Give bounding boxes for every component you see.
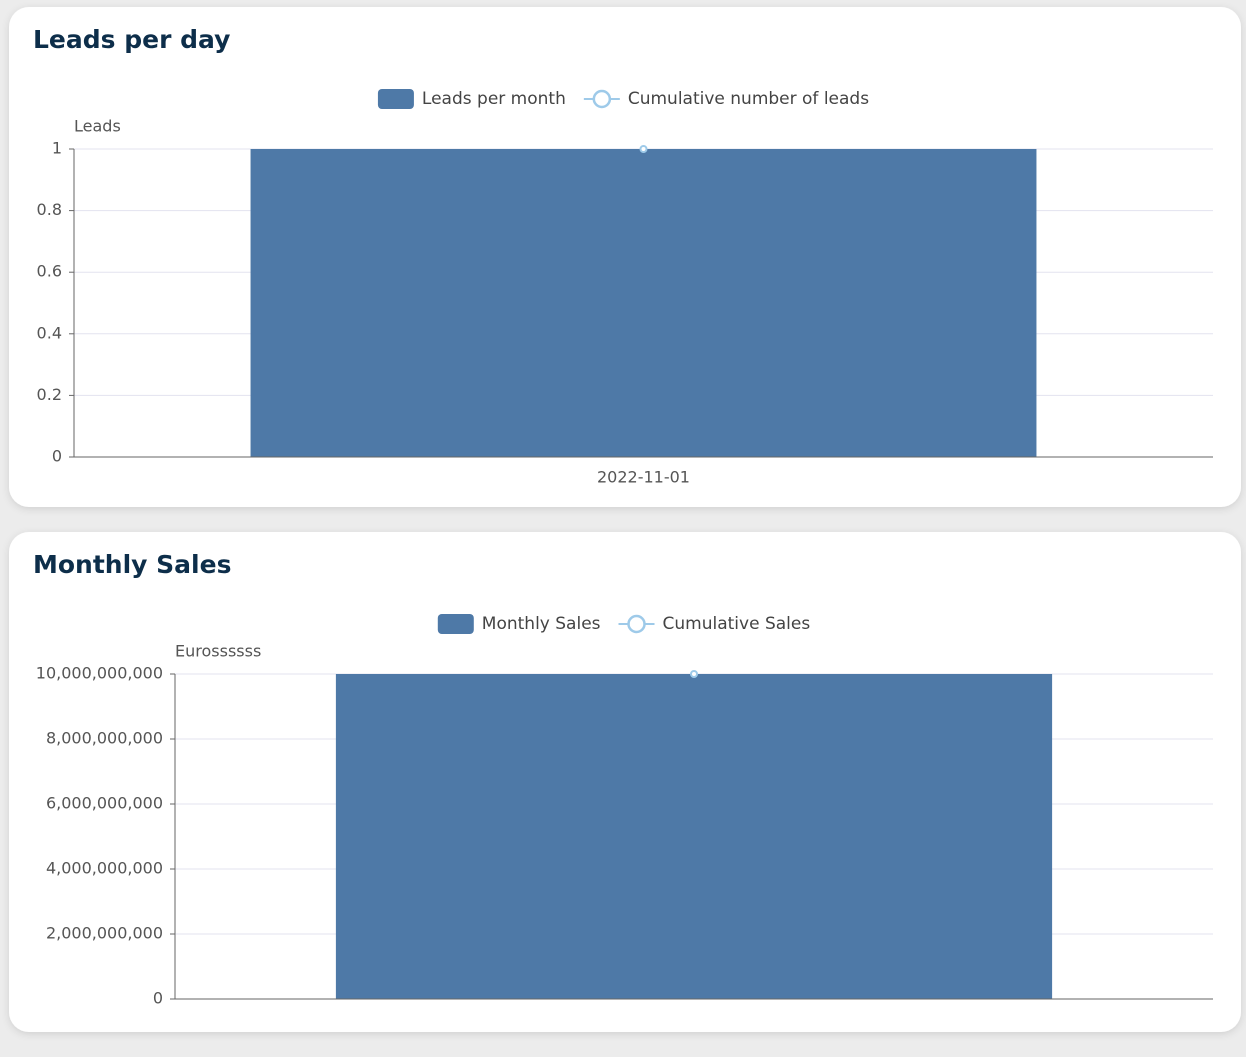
legend-label: Monthly Sales bbox=[482, 614, 601, 634]
legend-label: Cumulative number of leads bbox=[628, 89, 869, 109]
chart-title: Leads per day bbox=[33, 25, 230, 54]
legend-swatch bbox=[437, 614, 474, 634]
y-tick-label: 1 bbox=[52, 139, 62, 158]
y-tick-label: 0 bbox=[52, 447, 62, 466]
line-point bbox=[690, 670, 698, 678]
legend-label: Cumulative Sales bbox=[663, 614, 811, 634]
y-tick-label: 2,000,000,000 bbox=[46, 924, 163, 943]
y-tick-label: 4,000,000,000 bbox=[46, 859, 163, 878]
legend-swatch bbox=[592, 89, 612, 109]
y-tick-label: 0.2 bbox=[37, 385, 62, 404]
y-tick-label: 8,000,000,000 bbox=[46, 729, 163, 748]
x-tick-label: 2022-11-01 bbox=[597, 468, 690, 487]
y-tick-label: 0.8 bbox=[37, 200, 62, 219]
bar bbox=[335, 674, 1053, 999]
chart-title: Monthly Sales bbox=[33, 550, 231, 579]
legend-swatch bbox=[627, 614, 646, 634]
legend-swatch bbox=[377, 89, 414, 109]
y-tick-label: 0 bbox=[153, 989, 163, 1008]
y-axis-label: Leads bbox=[74, 117, 121, 136]
line-point bbox=[639, 145, 648, 153]
y-tick-label: 6,000,000,000 bbox=[46, 794, 163, 813]
legend-label: Leads per month bbox=[422, 89, 566, 109]
y-tick-label: 0.4 bbox=[37, 323, 62, 342]
y-tick-label: 10,000,000,000 bbox=[36, 664, 163, 683]
y-tick-label: 0.6 bbox=[37, 262, 62, 281]
y-axis-label: Eurossssss bbox=[175, 642, 261, 661]
bar bbox=[250, 149, 1037, 457]
